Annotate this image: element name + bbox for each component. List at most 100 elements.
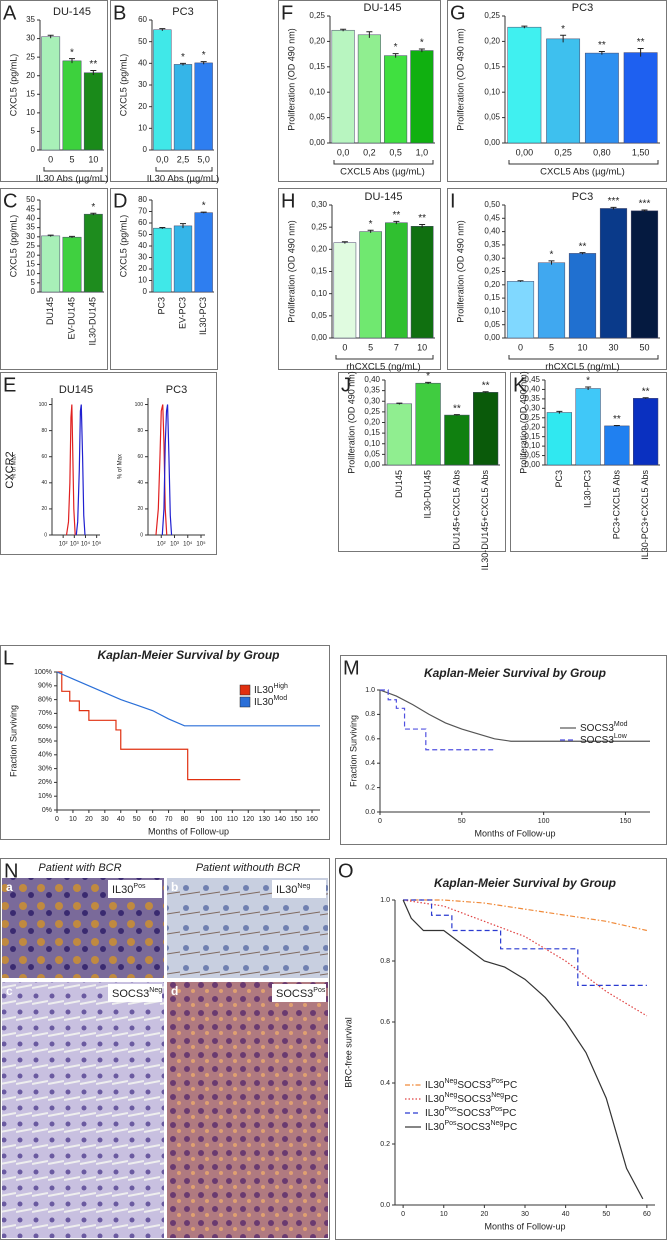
- y-tick-label: 0,05: [309, 113, 325, 122]
- error-bar: [613, 425, 620, 427]
- x-tick-label: IL30-PC3: [198, 297, 208, 335]
- legend-label: IL30PosSOCS3PosPC: [425, 1106, 516, 1118]
- chart-title: DU-145: [365, 191, 403, 203]
- y-tick-label: 0: [143, 145, 148, 154]
- stain-label-part: Neg: [149, 987, 162, 994]
- y-tick-label: 30: [138, 80, 147, 89]
- bar: [359, 231, 382, 339]
- y-tick-label: 0,10: [309, 87, 325, 96]
- error-bar: [90, 212, 97, 216]
- legend-label: IL30High: [254, 683, 288, 695]
- y-tick-label: 0: [143, 287, 148, 296]
- x-tick-label: 60: [149, 816, 157, 823]
- x-tick-label: DU145: [394, 470, 404, 498]
- y-tick-label: 25: [26, 52, 35, 61]
- panel-frame: [0, 645, 330, 840]
- y-tick-label: 60: [41, 454, 47, 460]
- x-tick-label: 0,25: [554, 147, 572, 157]
- y-tick-label: 5: [31, 278, 36, 287]
- error-bar: [341, 241, 348, 244]
- y-tick-label: 0,30: [524, 403, 540, 412]
- significance: **: [642, 386, 650, 397]
- y-tick-label: 0,15: [484, 62, 500, 71]
- y-axis-label: Proliferation (OD 490 nm): [286, 28, 296, 131]
- bar: [41, 36, 61, 151]
- y-tick-label: 15: [26, 260, 35, 269]
- significance: ***: [639, 199, 651, 210]
- y-tick-label: 0,10: [524, 441, 540, 450]
- x-tick-label: EV-PC3: [177, 297, 187, 329]
- bar: [62, 60, 82, 151]
- series-line: [155, 404, 168, 536]
- bar: [546, 412, 572, 466]
- y-tick-label: 30%: [38, 765, 52, 772]
- stain-label-part: IL30: [112, 884, 133, 896]
- y-tick-label: 30: [138, 253, 147, 262]
- y-tick-label: 100%: [34, 669, 52, 676]
- error-bar: [180, 62, 186, 66]
- panel-letter: A: [3, 2, 17, 24]
- x-tick-label: 0,00: [516, 147, 534, 157]
- bar: [333, 242, 357, 339]
- y-tick-label: 0.0: [380, 1202, 390, 1209]
- y-tick-label: 0,00: [484, 333, 500, 342]
- chart-title: Kaplan-Meier Survival by Group: [434, 876, 616, 890]
- axis-line: [51, 398, 100, 536]
- panel-letter: H: [281, 190, 295, 212]
- x-tick-label: 50: [602, 1211, 610, 1218]
- y-tick-label: 0,25: [484, 11, 500, 20]
- y-tick-label: 0,25: [524, 413, 540, 422]
- x-axis-label: rhCXCL5 (ng/mL): [346, 362, 420, 373]
- axis-line: [56, 672, 320, 811]
- x-tick-label: 20: [85, 816, 93, 823]
- y-axis-label: Proliferation (OD 490 nm): [518, 371, 528, 474]
- x-tick-label: 150: [620, 818, 632, 825]
- legend-label-part: PC: [503, 1080, 517, 1091]
- legend-label-part: PC: [503, 1122, 517, 1133]
- bar: [194, 62, 213, 151]
- x-tick-label: 0: [518, 342, 523, 352]
- error-bar: [393, 220, 400, 225]
- x-tick-label: DU145: [45, 297, 55, 325]
- y-tick-label: 5: [31, 127, 36, 136]
- legend-label-part: Pos: [444, 1106, 457, 1113]
- x-tick-label: 70: [165, 816, 173, 823]
- series-line: [403, 899, 648, 1017]
- y-tick-label: 0,35: [364, 386, 380, 395]
- error-bar: [340, 28, 347, 32]
- y-tick-label: 20: [26, 71, 35, 80]
- y-tick-label: 20: [138, 102, 147, 111]
- x-tick-label: 2,5: [177, 154, 190, 164]
- significance: **: [482, 380, 490, 391]
- y-tick-label: 80: [41, 428, 47, 434]
- series-line: [65, 404, 76, 536]
- panel-letter: J: [341, 374, 351, 396]
- x-tick-label: DU145+CXCL5 Abs: [451, 470, 461, 550]
- panel-letter: K: [513, 374, 527, 396]
- x-tick-label: PC3: [554, 470, 564, 488]
- stain-label-box: [108, 880, 162, 898]
- side-label: CXCR2: [4, 451, 16, 488]
- series-line: [380, 689, 495, 751]
- y-tick-label: 0,00: [524, 460, 540, 469]
- chart-title: PC3: [572, 2, 593, 14]
- x-tick-label: 30: [101, 816, 109, 823]
- legend-label-part: Mod: [614, 721, 628, 728]
- legend-label-part: Low: [614, 733, 628, 740]
- legend-label-part: SOCS3: [457, 1094, 491, 1105]
- y-tick-label: 100: [135, 402, 144, 408]
- y-tick-label: 0,05: [484, 113, 500, 122]
- significance: *: [394, 42, 398, 53]
- bar: [83, 72, 103, 151]
- error-bar: [200, 61, 207, 65]
- error-bar: [482, 391, 489, 393]
- tile-letter: a: [6, 880, 13, 894]
- significance: *: [586, 376, 590, 387]
- y-tick-label: 0,30: [364, 396, 380, 405]
- y-tick-label: 0,10: [484, 307, 500, 316]
- error-bar: [180, 223, 186, 229]
- x-tick-label: 0: [401, 1211, 405, 1218]
- y-tick-label: 0,05: [311, 311, 327, 320]
- x-tick-label: 60: [643, 1211, 651, 1218]
